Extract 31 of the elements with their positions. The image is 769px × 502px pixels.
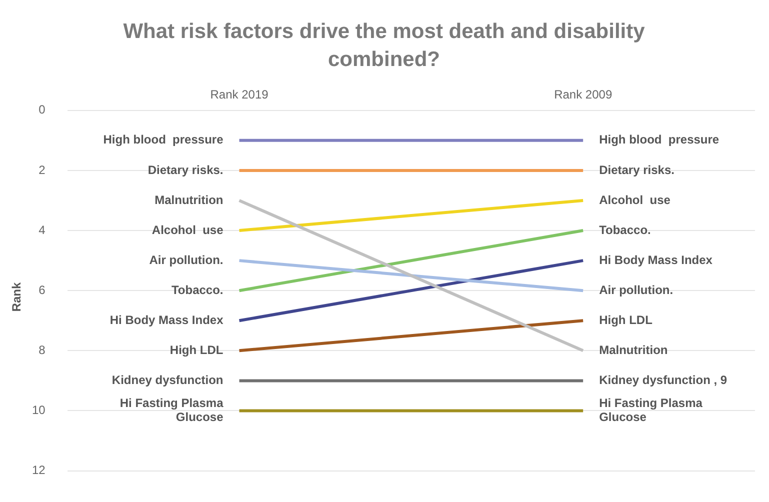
text: High LDL [599,312,652,327]
text: Air pollution. [599,282,674,297]
series-label: High LDL [170,342,224,357]
series-label: Malnutrition [154,192,224,207]
text: High blood pressure [599,132,720,147]
text: Alcohol use [152,222,224,237]
text: Tobacco. [599,222,651,237]
text: Dietary risks. [599,162,674,177]
data-label: Kidney dysfunction , 9 [599,373,728,388]
series-label: Tobacco. [171,282,224,297]
text: Hi Body Mass Index [110,312,224,327]
x-tick-label: Rank 2009 [554,88,612,102]
y-tick-label: 10 [32,403,46,418]
y-tick-label: 12 [32,463,46,478]
x-tick-label: Rank 2019 [210,88,269,102]
text: Malnutrition [599,342,668,357]
y-axis-title: Rank [10,282,24,312]
series-label: Dietary risks. [148,162,224,177]
y-tick-label: 0 [38,102,46,117]
series-label: Air pollution. [149,252,224,267]
chart-title: What risk factors drive the most death and disability combined? [122,19,646,73]
y-tick-label: 4 [38,222,46,237]
series-label: Alcohol use [599,192,671,207]
text: Hi Fasting Plasma Glucose [599,396,702,424]
y-tick-label: 8 [38,342,46,357]
series-label: High blood pressure [103,132,224,147]
series-label: Kidney dysfunction [112,373,224,388]
y-tick-label: 2 [38,162,46,177]
series-label: Hi Body Mass Index [599,252,713,267]
y-tick-label: 6 [38,282,46,297]
series-label: Hi Fasting Plasma Glucose [120,396,224,424]
